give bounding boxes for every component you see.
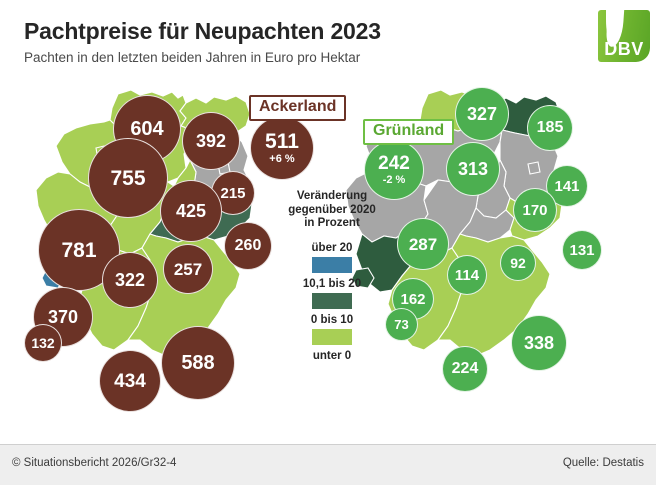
legend-swatch-ueber-20 bbox=[312, 256, 352, 273]
region-gruenland-berlin bbox=[527, 161, 541, 175]
bubble-value: 260 bbox=[234, 237, 262, 254]
bubble-ackerland-niedersachsen: 755 bbox=[88, 138, 168, 218]
bubble-gruenland-hessen: 114 bbox=[447, 255, 487, 295]
bubble-ackerland-bayern: 588 bbox=[161, 326, 235, 400]
bubble-ackerland-sachsen: 260 bbox=[224, 222, 272, 270]
bubble-value: 185 bbox=[536, 119, 564, 136]
bubble-value: 588 bbox=[181, 352, 215, 374]
bubble-value: 257 bbox=[173, 259, 203, 279]
bubble-value: 313 bbox=[457, 159, 489, 179]
legend-swatch-0-bis-10 bbox=[312, 328, 352, 345]
header: Pachtpreise für Neupachten 2023 Pachten … bbox=[0, 0, 656, 78]
page-title: Pachtpreise für Neupachten 2023 bbox=[24, 18, 381, 44]
dbv-logo: DBV bbox=[598, 10, 650, 62]
page-subtitle: Pachten in den letzten beiden Jahren in … bbox=[24, 50, 361, 65]
bubble-gruenland-mecklenburg-vorpommern: 185 bbox=[527, 105, 573, 151]
legend-title-line1: Veränderung bbox=[296, 190, 368, 202]
bubble-value: 338 bbox=[523, 333, 555, 353]
bubble-value: 392 bbox=[195, 131, 227, 151]
bubble-gruenland-sachsen-anhalt: 170 bbox=[513, 188, 557, 232]
bubble-change: +6 % bbox=[269, 153, 295, 165]
bubble-value: 141 bbox=[554, 177, 580, 195]
bubble-value: 370 bbox=[47, 307, 79, 327]
region-gruenland-saarland bbox=[351, 267, 375, 289]
legend-label-ueber-20: über 20 bbox=[311, 241, 353, 254]
bubble-gruenland-saarland: 73 bbox=[385, 308, 418, 341]
bubble-value: 170 bbox=[522, 201, 548, 219]
bubble-ackerland-thueringen: 257 bbox=[163, 244, 213, 294]
bubble-gruenland-baden-wuerttemberg: 224 bbox=[442, 346, 488, 392]
footer: © Situationsbericht 2026/Gr32-4 Quelle: … bbox=[0, 444, 656, 485]
footer-source: Quelle: Destatis bbox=[562, 457, 644, 469]
legend-title-line3: in Prozent bbox=[304, 217, 360, 230]
bubble-value: 604 bbox=[130, 118, 164, 140]
bubble-ackerland-brandenburg: 215 bbox=[211, 171, 255, 215]
legend: Veränderung gegenüber 2020 in Prozent üb… bbox=[280, 190, 384, 362]
legend-label-unter-0: unter 0 bbox=[312, 349, 352, 362]
bubble-change: -2 % bbox=[382, 174, 406, 186]
bubble-value: 215 bbox=[220, 184, 246, 202]
bubble-gruenland-thueringen: 92 bbox=[500, 245, 536, 281]
bubble-value: 162 bbox=[400, 290, 426, 308]
legend-swatch-10-bis-20 bbox=[312, 292, 352, 309]
bubble-gruenland-sachsen: 131 bbox=[562, 230, 602, 270]
leaf-stem-icon bbox=[606, 10, 613, 40]
bubble-gruenland-schleswig-holstein: 327 bbox=[455, 87, 509, 141]
bubble-ackerland-hessen: 322 bbox=[102, 252, 158, 308]
bubble-value: 131 bbox=[569, 241, 595, 259]
bubble-value: 92 bbox=[510, 255, 526, 271]
bubble-value: 781 bbox=[61, 238, 97, 262]
bubble-ackerland-sachsen-anhalt: 425 bbox=[160, 180, 222, 242]
bubble-gruenland-national: 242 -2 % bbox=[364, 140, 424, 200]
bubble-ackerland-baden-wuerttemberg: 434 bbox=[99, 350, 161, 412]
bubble-value: 242 bbox=[378, 153, 410, 174]
bubble-gruenland-nordrhein-westfalen: 287 bbox=[397, 218, 449, 270]
bubble-value: 224 bbox=[451, 360, 479, 377]
bubble-value: 434 bbox=[114, 370, 146, 392]
bubble-value: 73 bbox=[394, 317, 409, 332]
maps-area: Ackerland 511 +6 % 604 755 392 215 781 4… bbox=[0, 78, 656, 444]
bubble-value: 287 bbox=[408, 234, 438, 254]
bubble-ackerland-saarland: 132 bbox=[24, 324, 62, 362]
bubble-value: 322 bbox=[114, 270, 146, 290]
legend-label-0-bis-10: 0 bis 10 bbox=[310, 313, 354, 326]
footer-copyright: © Situationsbericht 2026/Gr32-4 bbox=[12, 457, 177, 469]
dbv-logo-text: DBV bbox=[604, 39, 644, 59]
bubble-ackerland-national: 511 +6 % bbox=[250, 116, 314, 180]
legend-title-line2: gegenüber 2020 bbox=[288, 203, 376, 216]
badge-gruenland: Grünland bbox=[363, 119, 455, 145]
bubble-value: 132 bbox=[31, 335, 55, 351]
bubble-value: 755 bbox=[110, 166, 146, 190]
bubble-value: 327 bbox=[466, 104, 498, 124]
legend-label-10-bis-20: 10,1 bis 20 bbox=[302, 277, 362, 290]
bubble-value: 425 bbox=[175, 201, 207, 221]
badge-ackerland: Ackerland bbox=[249, 95, 347, 121]
bubble-gruenland-niedersachsen: 313 bbox=[446, 142, 500, 196]
bubble-ackerland-mecklenburg-vorpommern: 392 bbox=[182, 112, 240, 170]
bubble-value: 114 bbox=[454, 266, 480, 284]
bubble-value: 511 bbox=[265, 130, 299, 153]
bubble-gruenland-bayern: 338 bbox=[511, 315, 567, 371]
